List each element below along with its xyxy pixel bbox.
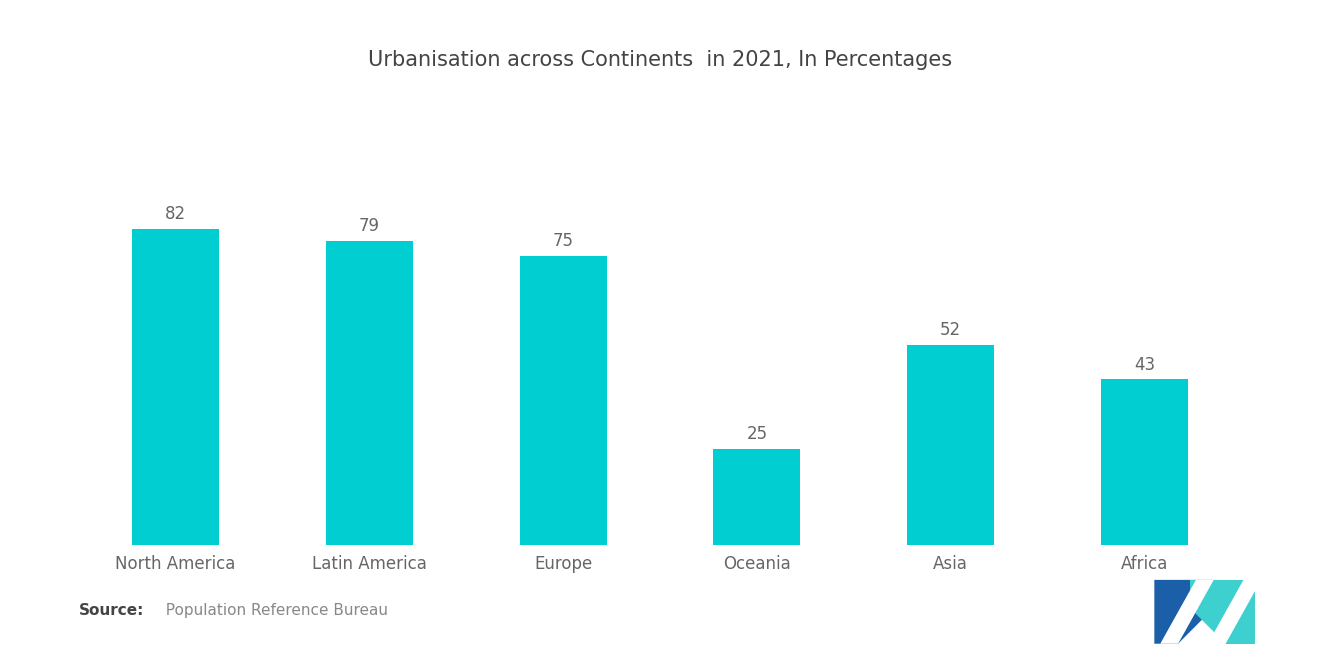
Bar: [907, 344, 994, 545]
Text: 75: 75: [553, 232, 574, 250]
Bar: [520, 256, 607, 545]
Text: 82: 82: [165, 205, 186, 223]
Text: 79: 79: [359, 217, 380, 235]
Text: 43: 43: [1134, 356, 1155, 374]
Text: 52: 52: [940, 321, 961, 339]
Bar: [326, 241, 413, 545]
Bar: [713, 449, 800, 545]
Text: Source:: Source:: [79, 603, 145, 618]
Polygon shape: [1160, 580, 1214, 644]
Polygon shape: [1154, 580, 1214, 644]
Text: 25: 25: [746, 425, 767, 443]
Text: Urbanisation across Continents  in 2021, In Percentages: Urbanisation across Continents in 2021, …: [368, 50, 952, 70]
Text: Population Reference Bureau: Population Reference Bureau: [156, 603, 388, 618]
Bar: [132, 229, 219, 545]
Bar: [1101, 380, 1188, 545]
Polygon shape: [1191, 580, 1255, 644]
Polygon shape: [1208, 580, 1262, 644]
